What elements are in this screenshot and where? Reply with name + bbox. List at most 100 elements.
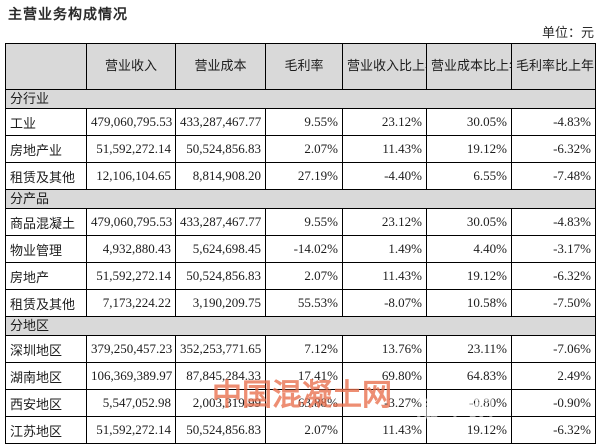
margin-yoy-cell: -7.48% bbox=[511, 162, 596, 190]
margin-cell: -14.02% bbox=[265, 235, 343, 263]
cost-yoy-cell: -0.80% bbox=[426, 389, 512, 417]
margin-yoy-cell: -6.32% bbox=[511, 262, 596, 290]
table-row: 物业管理 4,932,880.43 5,624,698.45 -14.02% 1.49%… bbox=[5, 235, 596, 263]
section-label: 分行业 bbox=[5, 89, 596, 109]
revenue-yoy-cell: 1.49% bbox=[342, 235, 427, 263]
revenue-yoy-cell: 13.76% bbox=[342, 335, 427, 363]
revenue-cell: 5,547,052.98 bbox=[86, 389, 176, 417]
cost-cell: 5,624,698.45 bbox=[175, 235, 266, 263]
cost-cell: 50,524,856.83 bbox=[175, 416, 266, 444]
margin-cell: 63.88% bbox=[265, 389, 343, 417]
margin-cell: 2.07% bbox=[265, 135, 343, 163]
cost-yoy-cell: 30.05% bbox=[426, 108, 512, 136]
revenue-cell: 479,060,795.53 bbox=[86, 208, 176, 236]
table-row: 深圳地区 379,250,457.23 352,253,771.65 7.12% 13.… bbox=[5, 335, 596, 363]
section-label: 分地区 bbox=[5, 316, 596, 336]
cost-cell: 8,814,908.20 bbox=[175, 162, 266, 190]
table-row: 江苏地区 51,592,272.14 50,524,856.83 2.07% 11.43… bbox=[5, 416, 596, 444]
margin-cell: 27.19% bbox=[265, 162, 343, 190]
cost-yoy-cell: 19.12% bbox=[426, 262, 512, 290]
revenue-cell: 51,592,272.14 bbox=[86, 135, 176, 163]
table-row: 商品混凝土 479,060,795.53 433,287,467.77 9.55% 23… bbox=[5, 208, 596, 236]
margin-yoy-cell: -6.32% bbox=[511, 135, 596, 163]
margin-yoy-cell: -0.90% bbox=[511, 389, 596, 417]
cost-cell: 50,524,856.83 bbox=[175, 262, 266, 290]
row-label-cell: 西安地区 bbox=[5, 389, 87, 417]
cost-yoy-cell: 23.11% bbox=[426, 335, 512, 363]
revenue-yoy-cell: -4.40% bbox=[342, 162, 427, 190]
cost-yoy-cell: 19.12% bbox=[426, 416, 512, 444]
margin-yoy-cell: 2.49% bbox=[511, 362, 596, 390]
column-header-cost: 营业成本 bbox=[175, 43, 266, 90]
row-label-cell: 房地产 bbox=[5, 262, 87, 290]
margin-cell: 2.07% bbox=[265, 262, 343, 290]
cost-cell: 50,524,856.83 bbox=[175, 135, 266, 163]
business-composition-table: 营业收入 营业成本 毛利率 营业收入比上年同期增减 营业成本比上年同期增减 毛利… bbox=[5, 43, 596, 444]
margin-yoy-cell: -7.06% bbox=[511, 335, 596, 363]
revenue-yoy-cell: 11.43% bbox=[342, 135, 427, 163]
cost-cell: 352,253,771.65 bbox=[175, 335, 266, 363]
revenue-cell: 12,106,104.65 bbox=[86, 162, 176, 190]
margin-cell: 2.07% bbox=[265, 416, 343, 444]
revenue-cell: 479,060,795.53 bbox=[86, 108, 176, 136]
section-label: 分产品 bbox=[5, 189, 596, 209]
cost-yoy-cell: 10.58% bbox=[426, 289, 512, 317]
table-row: 湖南地区 106,369,389.97 87,845,284.33 17.41% 69.… bbox=[5, 362, 596, 390]
margin-cell: 55.53% bbox=[265, 289, 343, 317]
cost-yoy-cell: 19.12% bbox=[426, 135, 512, 163]
row-label-cell: 租赁及其他 bbox=[5, 162, 87, 190]
revenue-cell: 106,369,389.97 bbox=[86, 362, 176, 390]
revenue-yoy-cell: -8.07% bbox=[342, 289, 427, 317]
table-header-row: 营业收入 营业成本 毛利率 营业收入比上年同期增减 营业成本比上年同期增减 毛利… bbox=[5, 43, 596, 90]
cost-cell: 3,190,209.75 bbox=[175, 289, 266, 317]
column-header-cost-yoy: 营业成本比上年同期增减 bbox=[426, 43, 512, 90]
column-header-revenue: 营业收入 bbox=[86, 43, 176, 90]
margin-yoy-cell: -7.50% bbox=[511, 289, 596, 317]
column-header-blank bbox=[5, 43, 87, 90]
section-header-row: 分地区 bbox=[5, 316, 596, 336]
table-row: 租赁及其他 7,173,224.22 3,190,209.75 55.53% -8.07… bbox=[5, 289, 596, 317]
table-row: 房地产 51,592,272.14 50,524,856.83 2.07% 11.43%… bbox=[5, 262, 596, 290]
revenue-yoy-cell: -3.27% bbox=[342, 389, 427, 417]
revenue-yoy-cell: 11.43% bbox=[342, 262, 427, 290]
row-label-cell: 深圳地区 bbox=[5, 335, 87, 363]
row-label-cell: 物业管理 bbox=[5, 235, 87, 263]
cost-cell: 2,003,319.99 bbox=[175, 389, 266, 417]
page-title: 主营业务构成情况 bbox=[8, 8, 128, 23]
revenue-yoy-cell: 69.80% bbox=[342, 362, 427, 390]
table-row: 工业 479,060,795.53 433,287,467.77 9.55% 23.12… bbox=[5, 108, 596, 136]
revenue-cell: 379,250,457.23 bbox=[86, 335, 176, 363]
revenue-cell: 7,173,224.22 bbox=[86, 289, 176, 317]
margin-cell: 9.55% bbox=[265, 208, 343, 236]
column-header-margin-yoy: 毛利率比上年同期增减 bbox=[511, 43, 596, 90]
unit-label: 单位：元 bbox=[541, 25, 594, 40]
cost-yoy-cell: 4.40% bbox=[426, 235, 512, 263]
margin-yoy-cell: -6.32% bbox=[511, 416, 596, 444]
row-label-cell: 房地产业 bbox=[5, 135, 87, 163]
section-header-row: 分产品 bbox=[5, 189, 596, 209]
margin-yoy-cell: -3.17% bbox=[511, 235, 596, 263]
cost-yoy-cell: 64.83% bbox=[426, 362, 512, 390]
table-row: 西安地区 5,547,052.98 2,003,319.99 63.88% -3.27%… bbox=[5, 389, 596, 417]
row-label-cell: 租赁及其他 bbox=[5, 289, 87, 317]
table-row: 房地产业 51,592,272.14 50,524,856.83 2.07% 11.43… bbox=[5, 135, 596, 163]
column-header-revenue-yoy: 营业收入比上年同期增减 bbox=[342, 43, 427, 90]
cost-cell: 87,845,284.33 bbox=[175, 362, 266, 390]
margin-cell: 7.12% bbox=[265, 335, 343, 363]
cost-yoy-cell: 6.55% bbox=[426, 162, 512, 190]
revenue-yoy-cell: 23.12% bbox=[342, 108, 427, 136]
margin-yoy-cell: -4.83% bbox=[511, 108, 596, 136]
margin-yoy-cell: -4.83% bbox=[511, 208, 596, 236]
revenue-cell: 4,932,880.43 bbox=[86, 235, 176, 263]
table-row: 租赁及其他 12,106,104.65 8,814,908.20 27.19% -4.4… bbox=[5, 162, 596, 190]
margin-cell: 9.55% bbox=[265, 108, 343, 136]
cost-cell: 433,287,467.77 bbox=[175, 108, 266, 136]
row-label-cell: 商品混凝土 bbox=[5, 208, 87, 236]
row-label-cell: 湖南地区 bbox=[5, 362, 87, 390]
section-header-row: 分行业 bbox=[5, 89, 596, 109]
row-label-cell: 江苏地区 bbox=[5, 416, 87, 444]
revenue-cell: 51,592,272.14 bbox=[86, 416, 176, 444]
column-header-margin: 毛利率 bbox=[265, 43, 343, 90]
margin-cell: 17.41% bbox=[265, 362, 343, 390]
row-label-cell: 工业 bbox=[5, 108, 87, 136]
